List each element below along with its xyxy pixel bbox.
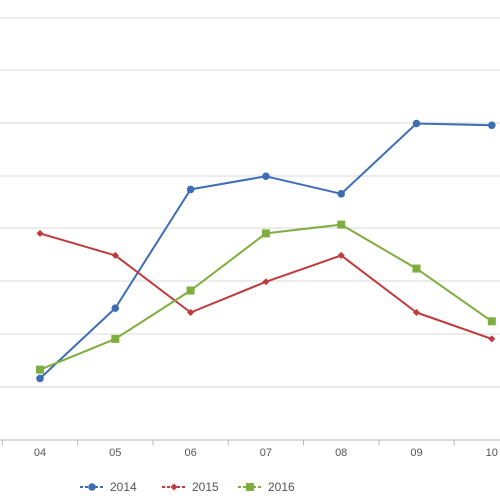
- legend-label: 2015: [192, 480, 219, 494]
- x-tick-label: 05: [109, 447, 121, 459]
- legend-item-2016: 2016: [238, 480, 295, 494]
- data-point: [337, 251, 345, 259]
- series-line-2015: [39, 232, 493, 340]
- legend-marker: [246, 483, 254, 491]
- data-point: [186, 286, 195, 295]
- series-line-2016: [39, 223, 493, 371]
- legend: 2014 2015 2016: [80, 480, 295, 494]
- data-point: [36, 365, 44, 374]
- series-2014: [36, 119, 496, 383]
- x-tick-label: 06: [184, 447, 196, 459]
- data-point: [186, 185, 195, 194]
- data-point: [337, 190, 346, 198]
- data-point: [262, 172, 270, 181]
- data-point: [111, 334, 120, 343]
- data-point: [261, 229, 270, 238]
- x-tick-label: 10: [486, 447, 498, 459]
- data-point: [412, 119, 421, 128]
- data-point: [262, 278, 270, 286]
- data-point: [413, 309, 420, 317]
- data-point: [36, 229, 44, 237]
- data-point: [111, 251, 119, 259]
- data-point: [111, 304, 120, 312]
- legend-label: 2014: [110, 480, 137, 494]
- series-2016: [36, 220, 496, 374]
- data-point: [488, 335, 496, 343]
- legend-item-2015: 2015: [162, 480, 219, 494]
- series-2015: [36, 229, 496, 343]
- data-point: [36, 374, 44, 383]
- data-point: [487, 317, 496, 326]
- data-point: [488, 121, 496, 130]
- x-tick-label: 09: [410, 447, 422, 459]
- legend-item-2014: 2014: [80, 480, 137, 494]
- x-tick-label: 08: [335, 447, 347, 459]
- legend-label: 2016: [268, 480, 295, 494]
- data-point: [412, 264, 421, 273]
- series-lines: [36, 119, 496, 383]
- x-tick-label: 04: [34, 447, 46, 459]
- x-tick-label: 07: [260, 447, 272, 459]
- gridlines: [0, 17, 500, 388]
- series-line-2014: [39, 122, 492, 380]
- legend-marker: [88, 483, 96, 491]
- data-point: [337, 220, 346, 229]
- data-point: [187, 309, 195, 317]
- x-axis: 04 05 06 07 08 09 10: [0, 439, 500, 459]
- legend-marker: [170, 483, 178, 491]
